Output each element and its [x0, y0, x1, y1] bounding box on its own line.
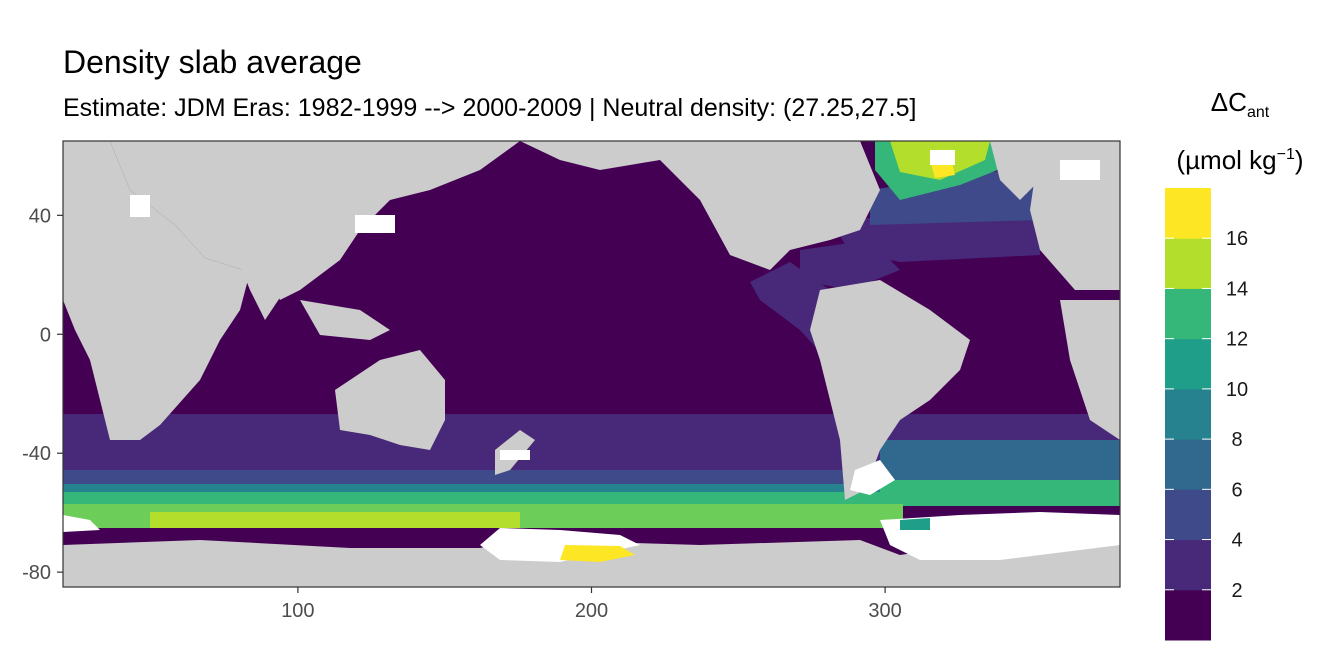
legend-unit-prefix: (µmol kg [1176, 145, 1277, 175]
y-tick-label: -40 [22, 443, 51, 465]
y-tick-label: 0 [40, 324, 51, 346]
land [63, 141, 1120, 587]
legend-unit-exp: −1 [1276, 146, 1295, 163]
x-axis: 100 200 300 [281, 587, 902, 622]
x-tick-label: 300 [868, 600, 901, 622]
x-tick-label: 100 [281, 600, 314, 622]
legend-title-main: ΔC [1210, 87, 1247, 117]
weddell-green-patch [900, 518, 930, 530]
north-atlantic-4to6 [870, 165, 1040, 225]
band-16to18-south [150, 512, 520, 528]
band-6to8-atl [880, 440, 1120, 480]
band-10to12-atl [880, 478, 1120, 500]
band-12to14-south [63, 492, 1120, 506]
x-tick-label: 200 [575, 600, 608, 622]
y-tick-label: 40 [29, 205, 51, 227]
y-tick-label: -80 [22, 562, 51, 584]
y-axis: 40 0 -40 -80 [22, 205, 63, 584]
ross-sea-yellow [560, 545, 635, 562]
chart-subtitle: Estimate: JDM Eras: 1982-1999 --> 2000-2… [63, 94, 917, 122]
band-8to10-south [63, 484, 1120, 494]
legend-title-sub: ant [1246, 104, 1270, 121]
legend-title: ΔCant (µmol kg−1) [1150, 86, 1330, 176]
chart-title: Density slab average [63, 44, 362, 80]
legend-unit-suffix: ) [1294, 145, 1304, 175]
